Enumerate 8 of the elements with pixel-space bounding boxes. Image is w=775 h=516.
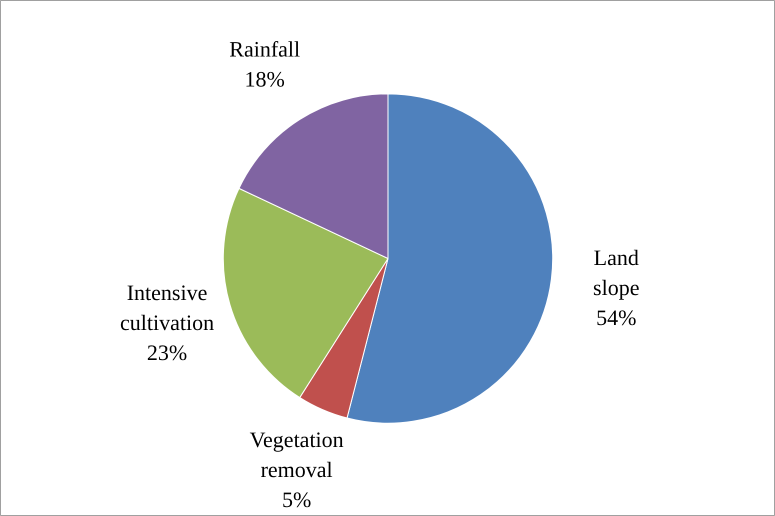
slice-label: Vegetation removal xyxy=(250,427,344,482)
slice-label: Rainfall xyxy=(229,36,300,62)
slice-label: Intensive cultivation xyxy=(120,280,214,336)
data-label: 18% xyxy=(244,66,285,92)
data-label: 54% xyxy=(596,304,636,330)
slice-label: Land slope xyxy=(593,244,640,300)
data-label: 23% xyxy=(146,340,188,366)
data-label: 5% xyxy=(282,487,312,512)
